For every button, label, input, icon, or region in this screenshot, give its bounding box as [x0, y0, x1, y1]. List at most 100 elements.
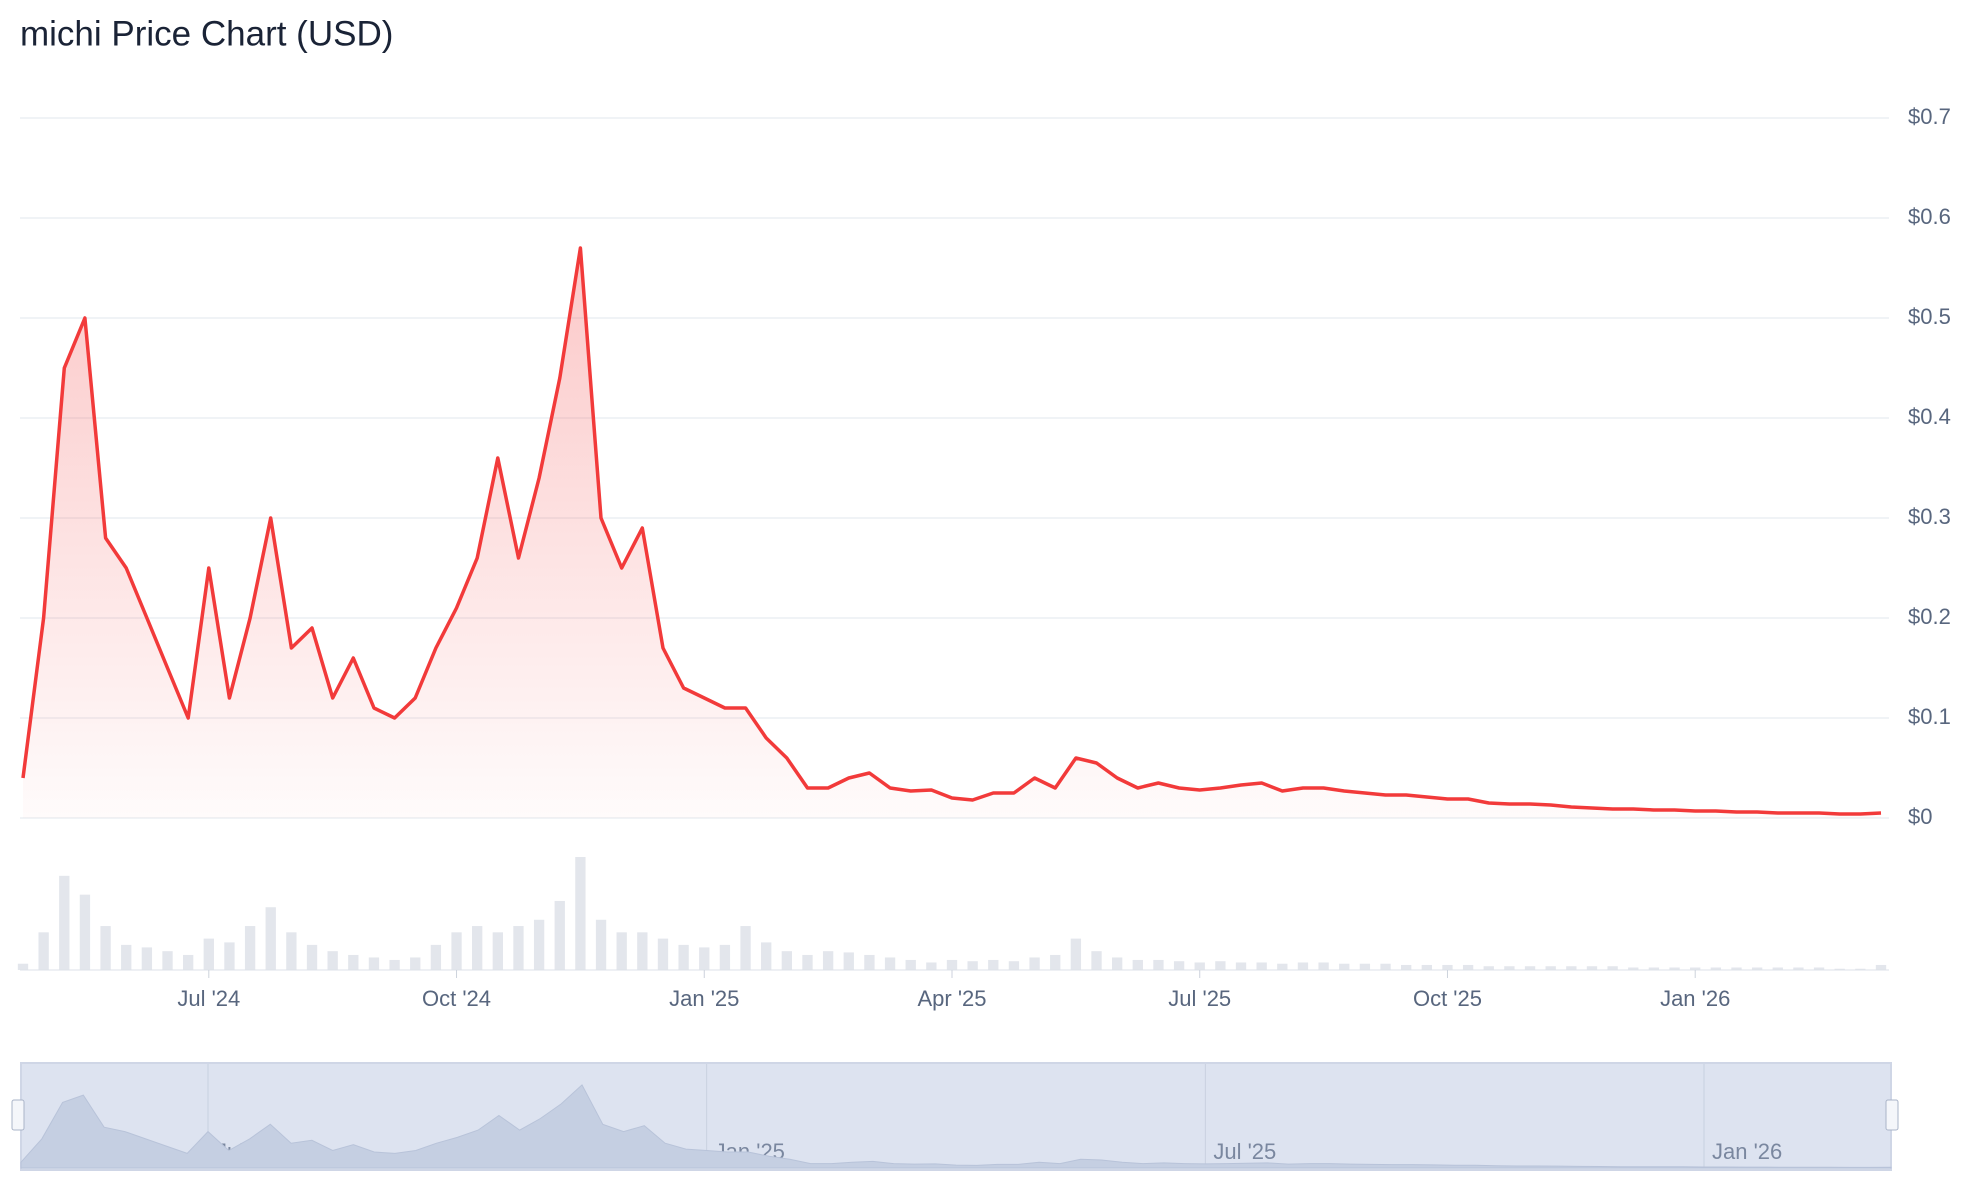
volume-bar [162, 951, 173, 970]
volume-bar [822, 951, 834, 970]
volume-bar [884, 957, 896, 970]
volume-bar [38, 932, 49, 970]
volume-bar [1834, 968, 1845, 970]
volume-bar [430, 944, 442, 970]
volume-bar [327, 951, 338, 970]
x-tick-label: Oct '24 [422, 986, 491, 1011]
volume-bar [554, 900, 565, 970]
y-tick-label: $0 [1908, 804, 1932, 829]
y-tick-label: $0.5 [1908, 304, 1951, 329]
volume-bar [286, 932, 297, 970]
volume-bar [1029, 957, 1040, 970]
y-tick-label: $0.4 [1908, 404, 1951, 429]
volume-bar [533, 919, 545, 970]
volume-bar [1401, 964, 1412, 970]
volume-bar [306, 944, 318, 970]
volume-bar [1586, 966, 1598, 970]
y-tick-label: $0.1 [1908, 704, 1951, 729]
volume-bar [265, 907, 276, 970]
volume-bar [1050, 954, 1061, 970]
x-tick-label: Jul '24 [177, 986, 240, 1011]
volume-bar [905, 959, 916, 970]
volume-bar [616, 932, 627, 970]
navigator-handle-right[interactable] [1885, 1099, 1899, 1131]
volume-bar [1462, 964, 1474, 970]
volume-bar [575, 857, 586, 970]
navigator-handle-left[interactable] [11, 1099, 25, 1131]
volume-bar [988, 959, 999, 970]
volume-bar [17, 963, 29, 970]
volume-bar [657, 938, 669, 970]
volume-bar [203, 938, 214, 970]
volume-bar [926, 962, 937, 970]
volume-bar [1070, 938, 1082, 970]
volume-bar [79, 894, 91, 970]
volume-bar [1628, 967, 1639, 970]
x-tick-label: Jul '25 [1168, 986, 1231, 1011]
volume-bar [1277, 963, 1288, 970]
volume-bar [1380, 963, 1391, 970]
volume-bar [1690, 967, 1701, 970]
volume-bar [1359, 963, 1371, 970]
volume-bar [1215, 961, 1226, 970]
volume-bar [1772, 967, 1783, 970]
x-tick-label: Jan '26 [1660, 986, 1730, 1011]
volume-bar [1751, 967, 1763, 970]
volume-bar [1669, 967, 1680, 970]
x-tick-label: Apr '25 [917, 986, 986, 1011]
volume-bar [1566, 966, 1577, 970]
volume-bar [1731, 967, 1742, 970]
volume-bar [843, 952, 854, 970]
volume-bar [121, 944, 132, 970]
x-tick-label: Oct '25 [1413, 986, 1482, 1011]
volume-bar [472, 926, 483, 970]
volume-bar [1111, 957, 1123, 970]
volume-bar [637, 932, 648, 970]
volume-bar [1813, 967, 1825, 970]
volume-bar [492, 932, 503, 970]
volume-bar [1318, 962, 1329, 970]
volume-bar [1793, 967, 1804, 970]
volume-bar [513, 926, 524, 970]
volume-bar [678, 944, 689, 970]
volume-bar [1855, 968, 1866, 970]
volume-bar [141, 947, 153, 970]
volume-bar [1194, 962, 1205, 970]
volume-bar [1504, 966, 1515, 970]
volume-bar [761, 942, 772, 970]
volume-bar [348, 954, 359, 970]
volume-bar [100, 926, 111, 970]
volume-bar [946, 959, 958, 970]
volume-bar [451, 932, 462, 970]
volume-bar [719, 944, 731, 970]
volume-bar [1256, 962, 1267, 970]
price-line [21, 246, 1882, 816]
y-tick-label: $0.2 [1908, 604, 1951, 629]
volume-bar [182, 954, 194, 970]
volume-bar [1173, 961, 1185, 970]
volume-bar [1153, 959, 1164, 970]
volume-bar [864, 954, 875, 970]
volume-bar [1297, 962, 1309, 970]
navigator-label: Jan '26 [1712, 1139, 1782, 1164]
volume-bar [595, 919, 607, 970]
volume-bar [781, 951, 793, 970]
volume-bar [967, 961, 978, 970]
y-tick-label: $0.7 [1908, 104, 1951, 129]
volume-bar [1421, 964, 1432, 970]
volume-bar [224, 942, 235, 970]
volume-bar [1545, 966, 1556, 970]
x-tick-label: Jan '25 [669, 986, 739, 1011]
volume-bar [59, 875, 70, 970]
volume-bar [1008, 961, 1020, 970]
volume-bar [699, 947, 710, 970]
volume-bar [1091, 951, 1102, 970]
y-tick-label: $0.3 [1908, 504, 1951, 529]
volume-bar [368, 957, 380, 970]
volume-bar [1710, 967, 1722, 970]
volume-bar [410, 957, 421, 970]
volume-bar [244, 926, 256, 970]
volume-bar [802, 954, 813, 970]
